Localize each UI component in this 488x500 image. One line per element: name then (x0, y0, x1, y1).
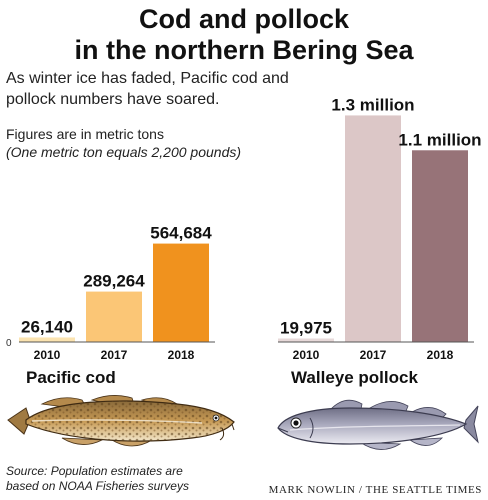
bar-cod-2017 (86, 291, 142, 342)
year-label-pollock-2010: 2010 (293, 348, 320, 362)
pacific-cod-illustration (7, 395, 235, 447)
source-note: Source: Population estimates are based o… (6, 464, 189, 493)
value-label-cod-2010: 26,140 (21, 317, 73, 336)
chart-subtitle: As winter ice has faded, Pacific cod and… (6, 70, 289, 108)
year-label-pollock-2017: 2017 (360, 348, 387, 362)
bar-cod-2010 (19, 337, 75, 342)
bar-pollock-2018 (412, 150, 468, 342)
year-label-pollock-2018: 2018 (427, 348, 454, 362)
walleye-pollock-illustration (277, 399, 479, 450)
value-label-pollock-2017: 1.3 million (331, 95, 414, 114)
group-label-cod: Pacific cod (26, 368, 116, 387)
year-label-cod-2018: 2018 (168, 348, 195, 362)
credit-line: MARK NOWLIN / THE SEATTLE TIMES (268, 484, 482, 496)
bar-cod-2018 (153, 243, 209, 342)
group-label-pollock: Walleye pollock (291, 368, 418, 387)
value-label-pollock-2018: 1.1 million (398, 130, 481, 149)
y-axis-zero-label: 0 (6, 338, 12, 349)
units-note: Figures are in metric tons (One metric t… (6, 125, 306, 161)
title-line-2: in the northern Bering Sea (74, 35, 414, 65)
year-label-cod-2010: 2010 (34, 348, 61, 362)
bar-pollock-2017 (345, 115, 401, 342)
title-line-1: Cod and pollock (138, 4, 349, 34)
value-label-pollock-2010: 19,975 (280, 319, 332, 338)
value-label-cod-2018: 564,684 (150, 224, 212, 243)
chart-title: Cod and pollock in the northern Bering S… (0, 4, 488, 66)
bar-pollock-2010 (278, 338, 334, 342)
bar-chart: 0 26,140 2010 289,264 2017 564,684 2018 19,975 2… (6, 95, 482, 362)
units-main: Figures are in metric tons (6, 126, 164, 142)
units-conversion: (One metric ton equals 2,200 pounds) (6, 144, 242, 160)
value-label-cod-2017: 289,264 (83, 272, 145, 291)
year-label-cod-2017: 2017 (101, 348, 128, 362)
